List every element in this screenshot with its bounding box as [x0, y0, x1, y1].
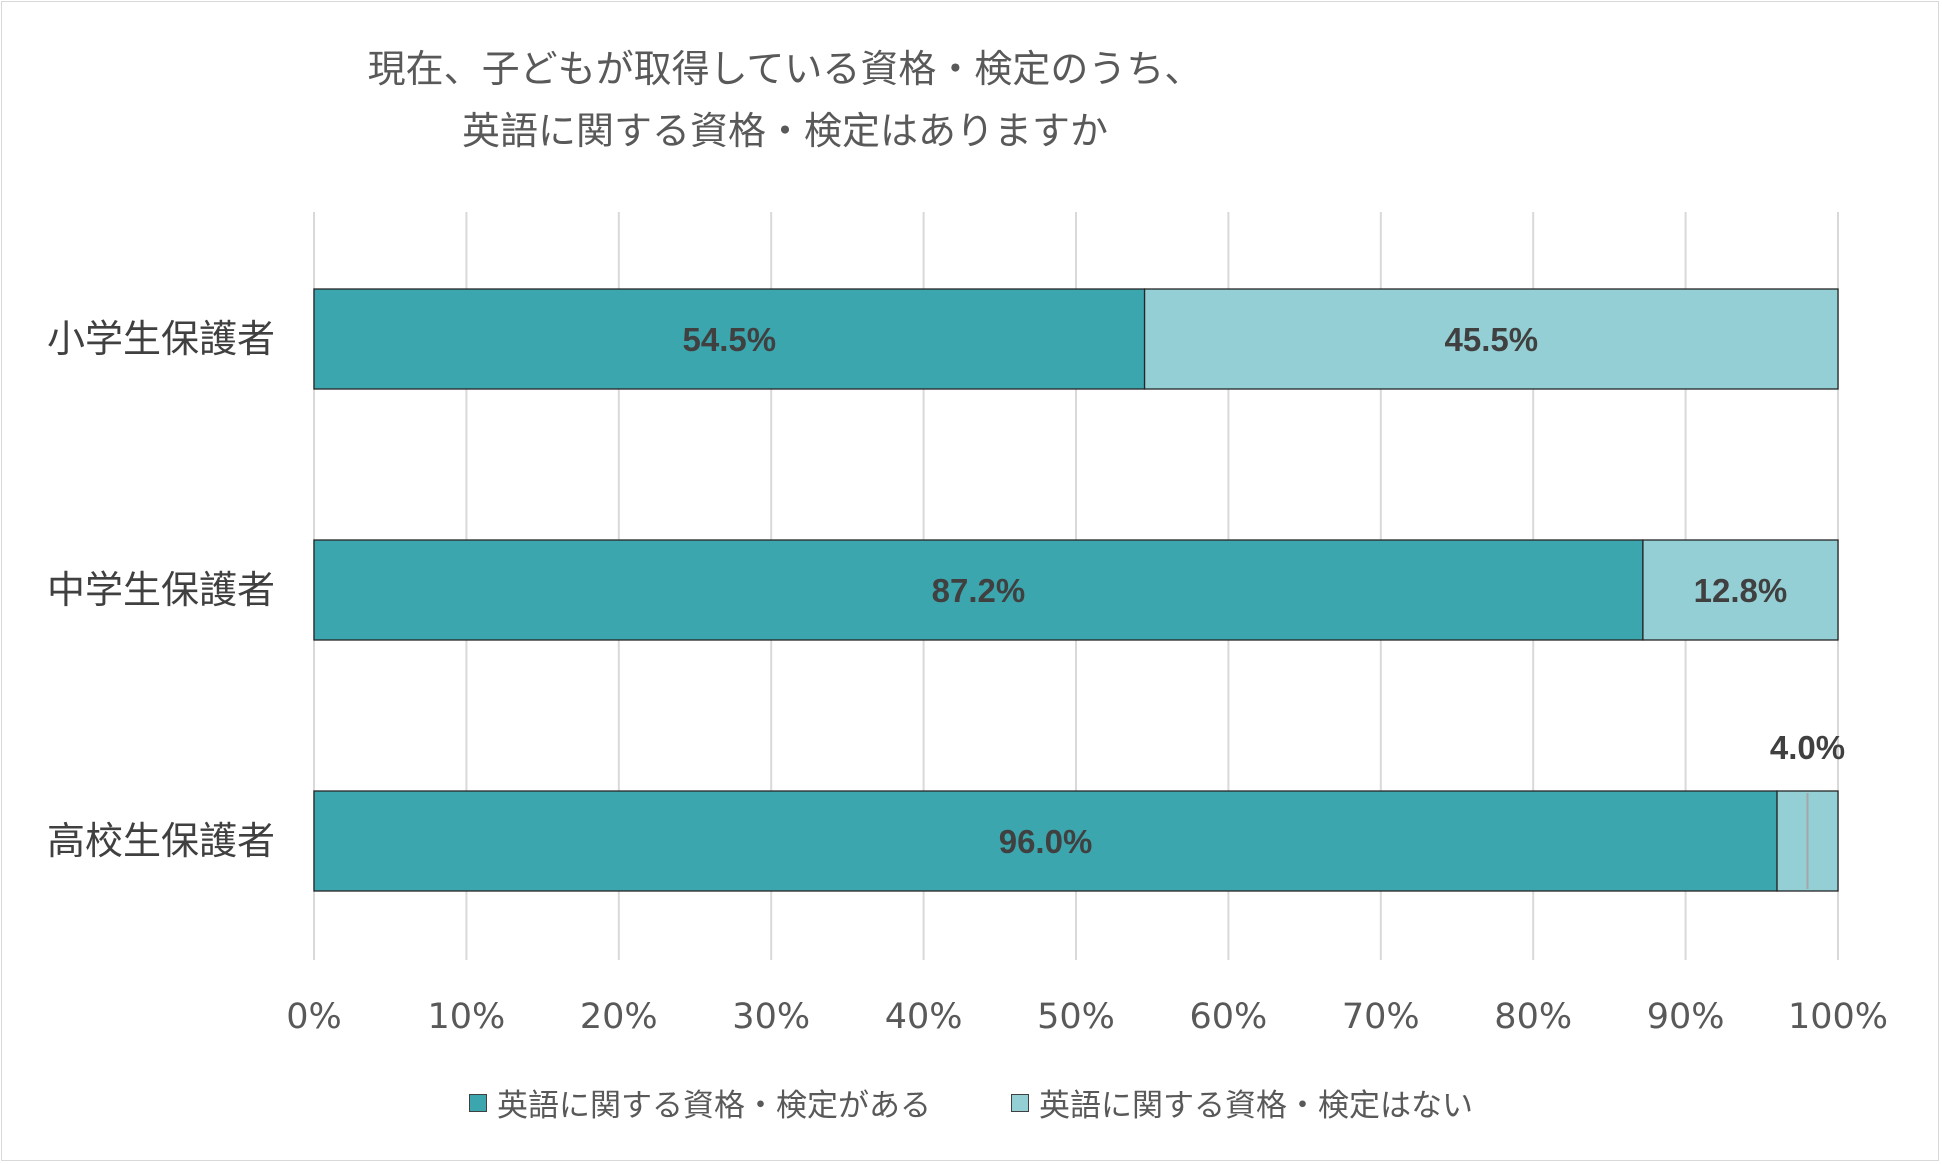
- x-tick-label-0: 0%: [286, 997, 342, 1037]
- legend-label-0: 英語に関する資格・検定がある: [497, 1088, 931, 1124]
- x-tick-label-2: 20%: [580, 997, 658, 1037]
- category-label-2: 高校生保護者: [47, 819, 275, 863]
- x-tick-label-10: 100%: [1788, 997, 1888, 1037]
- category-label-0: 小学生保護者: [47, 317, 275, 361]
- data-label-1-2: 4.0%: [1770, 729, 1845, 766]
- x-tick-label-7: 70%: [1342, 997, 1420, 1037]
- x-tick-label-1: 10%: [428, 997, 506, 1037]
- x-tick-label-4: 40%: [885, 997, 963, 1037]
- legend-swatch-0: [469, 1093, 487, 1112]
- x-tick-label-3: 30%: [732, 997, 810, 1037]
- bar-0-2: [313, 790, 1778, 892]
- chart-title-line-2: 英語に関する資格・検定はありますか: [461, 109, 1108, 153]
- legend: 英語に関する資格・検定がある 英語に関する資格・検定はない: [0, 1080, 1942, 1125]
- x-tick-label-6: 60%: [1190, 997, 1268, 1037]
- data-label-1-1: 12.8%: [1694, 572, 1788, 609]
- data-label-0-0: 54.5%: [683, 321, 777, 358]
- data-label-1-0: 45.5%: [1445, 321, 1539, 358]
- legend-swatch-1: [1011, 1093, 1029, 1112]
- x-tick-label-5: 50%: [1037, 997, 1115, 1037]
- bar-0-1: [313, 539, 1644, 641]
- chart-title: 現在、子どもが取得している資格・検定のうち、 英語に関する資格・検定はありますか: [0, 38, 1570, 162]
- legend-item-0: 英語に関する資格・検定がある: [469, 1080, 931, 1125]
- x-tick-label-8: 80%: [1494, 997, 1572, 1037]
- data-label-0-1: 87.2%: [932, 572, 1026, 609]
- legend-label-1: 英語に関する資格・検定はない: [1039, 1088, 1473, 1124]
- data-label-0-2: 96.0%: [999, 823, 1093, 860]
- bar-1-1: [1642, 539, 1839, 641]
- bar-0-0: [313, 288, 1146, 390]
- x-tick-label-9: 90%: [1647, 997, 1725, 1037]
- bar-1-0: [1143, 288, 1839, 390]
- legend-item-1: 英語に関する資格・検定はない: [1011, 1080, 1473, 1125]
- category-label-1: 中学生保護者: [47, 568, 275, 612]
- chart-title-line-1: 現在、子どもが取得している資格・検定のうち、: [367, 47, 1203, 91]
